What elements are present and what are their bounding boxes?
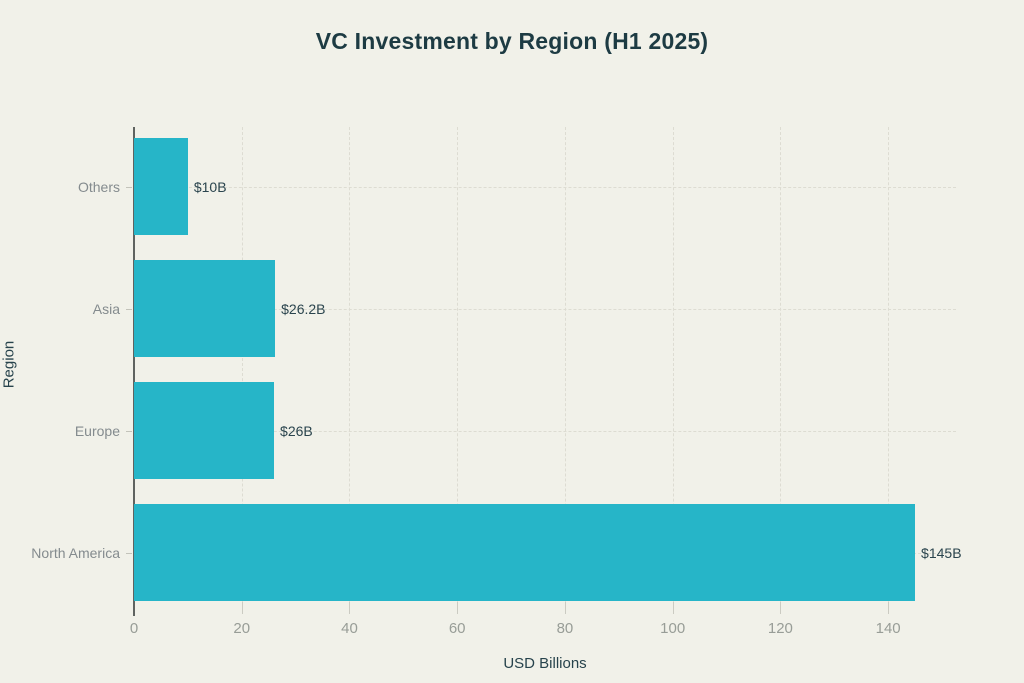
x-gridline [241, 127, 243, 602]
bar-value-label: $10B [193, 178, 227, 195]
x-tick-mark [349, 602, 351, 614]
chart-title: VC Investment by Region (H1 2025) [315, 28, 709, 54]
bar-europe [134, 382, 275, 479]
x-gridline [672, 127, 674, 602]
x-gridline [564, 127, 566, 602]
x-axis-title: USD Billions [503, 655, 587, 672]
y-gridline [134, 430, 956, 432]
y-tick-mark [126, 308, 132, 310]
x-tick-label: 140 [875, 620, 901, 637]
plot-area: $10B $26.2B $26B $145B [133, 127, 962, 616]
x-tick-mark [564, 602, 566, 614]
x-gridline [349, 127, 351, 602]
bar-north-america [134, 504, 916, 601]
x-tick-label: 80 [556, 620, 574, 637]
x-gridline [888, 127, 890, 602]
bar-value-label: $26B [280, 422, 313, 439]
x-tick-label: 60 [448, 620, 466, 637]
y-gridline [134, 308, 956, 310]
x-tick-mark [672, 602, 674, 614]
x-tick-label: 120 [767, 620, 793, 637]
x-gridline [780, 127, 782, 602]
y-tick-mark [126, 186, 132, 188]
bar-others [134, 138, 188, 235]
x-tick-mark [457, 602, 459, 614]
y-tick-mark [126, 552, 132, 554]
x-tick-mark [241, 602, 243, 614]
category-label-asia: Asia [92, 300, 120, 317]
y-gridline [134, 186, 956, 188]
bar-asia [134, 260, 276, 357]
x-tick-label: 20 [233, 620, 251, 637]
x-gridline [457, 127, 459, 602]
y-tick-mark [126, 430, 132, 432]
bar-value-label: $26.2B [281, 300, 326, 317]
category-label-north-america: North America [31, 544, 120, 561]
x-tick-label: 40 [341, 620, 358, 637]
x-tick-label: 100 [660, 620, 686, 637]
x-tick-mark [888, 602, 890, 614]
y-axis-title: Region [0, 340, 18, 389]
x-tick-mark [780, 602, 782, 614]
category-label-europe: Europe [74, 422, 120, 439]
x-tick-label: 0 [129, 620, 139, 637]
bar-value-label: $145B [921, 544, 962, 561]
y-axis-line [133, 127, 135, 616]
category-label-others: Others [77, 178, 120, 195]
